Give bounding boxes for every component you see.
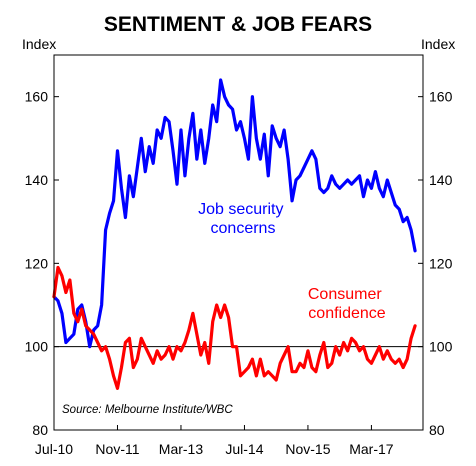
left-y-axis: 80 100 120 140 160 (25, 89, 59, 438)
source-note: Source: Melbourne Institute/WBC (62, 404, 233, 416)
series-line-consumer-confidence (52, 265, 417, 390)
x-tick-label: Mar-13 (159, 441, 204, 457)
x-tick-label: Jul-10 (35, 441, 73, 457)
y-tick-label-right: 120 (429, 255, 453, 271)
x-tick-label: Nov-15 (285, 441, 330, 457)
series-label-job-security: Job security concerns (198, 201, 288, 237)
left-axis-label: Index (22, 36, 56, 52)
y-tick-label-right: 140 (429, 172, 453, 188)
y-tick-label-left: 120 (25, 255, 49, 271)
x-tick-label: Nov-11 (95, 441, 139, 457)
y-tick-label-left: 80 (32, 422, 48, 438)
y-tick-label-right: 100 (429, 339, 453, 355)
y-tick-label-right: 80 (429, 422, 445, 438)
x-tick-label: Jul-14 (225, 441, 263, 457)
y-tick-label-left: 160 (25, 89, 49, 105)
right-y-axis: 80 100 120 140 160 (418, 89, 453, 438)
series-label-consumer-confidence: Consumer confidence (308, 286, 386, 322)
x-tick-label: Mar-17 (349, 441, 394, 457)
y-tick-label-right: 160 (429, 89, 453, 105)
y-tick-label-left: 100 (25, 339, 49, 355)
plot-frame (53, 54, 424, 431)
x-axis: Jul-10 Nov-11 Mar-13 Jul-14 Nov-15 Mar-17 (35, 425, 394, 457)
y-tick-label-left: 140 (25, 172, 49, 188)
series-line-job-security (52, 78, 417, 349)
right-axis-label: Index (421, 36, 455, 52)
chart-title: SENTIMENT & JOB FEARS (104, 13, 372, 36)
